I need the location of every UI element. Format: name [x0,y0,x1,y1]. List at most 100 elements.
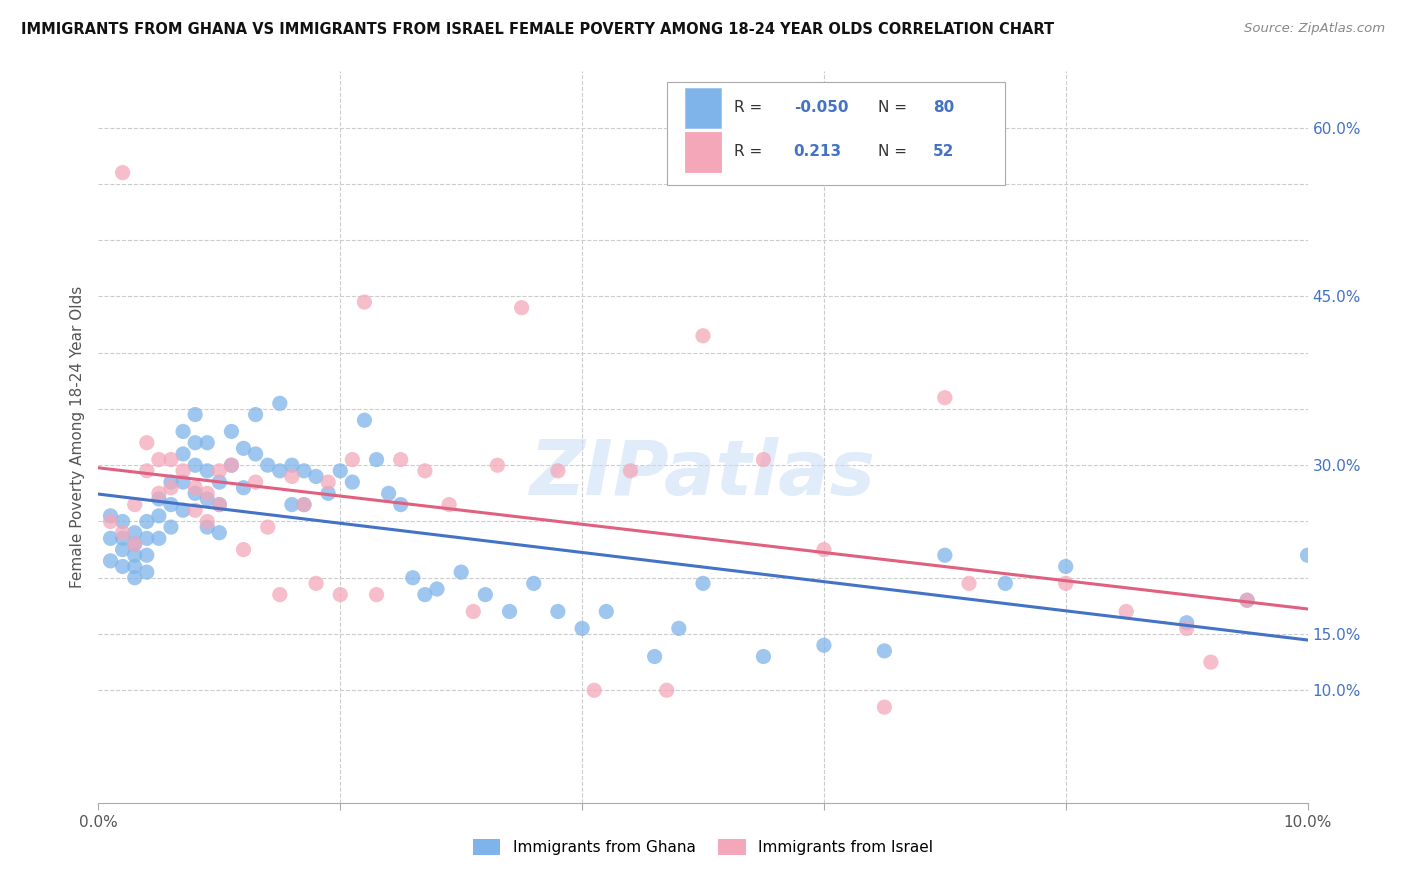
Point [135,464,157,478]
Point [172,475,194,489]
Point [957,576,980,591]
Point [135,532,157,546]
Point [1175,621,1198,635]
Point [873,700,896,714]
Point [184,503,207,517]
Point [486,458,509,473]
Point [208,498,231,512]
Point [111,166,134,180]
Point [547,605,569,619]
Point [329,588,352,602]
Text: 52: 52 [932,145,955,160]
Point [160,481,183,495]
Point [269,464,291,478]
Point [160,475,183,489]
Point [1236,593,1258,607]
FancyBboxPatch shape [685,132,721,172]
Point [172,447,194,461]
Point [111,515,134,529]
Point [474,588,496,602]
Text: 0.213: 0.213 [793,145,842,160]
Point [752,452,775,467]
Point [583,683,606,698]
Text: ZIPatlas: ZIPatlas [530,437,876,510]
Point [655,683,678,698]
Point [316,475,339,489]
Point [377,486,399,500]
Point [184,486,207,500]
Point [148,486,170,500]
Point [353,295,375,310]
Point [523,576,546,591]
Point [752,649,775,664]
Point [124,498,146,512]
Point [426,582,449,596]
Text: 80: 80 [932,101,955,115]
Point [366,588,388,602]
Point [111,532,134,546]
Point [221,425,243,439]
Point [135,515,157,529]
Point [111,525,134,540]
Point [342,452,364,467]
Point [668,621,690,635]
Point [208,498,231,512]
Text: N =: N = [879,101,912,115]
Point [450,565,472,579]
Point [148,532,170,546]
Point [232,442,254,456]
Point [281,469,304,483]
Point [498,605,520,619]
Point [148,491,170,506]
Point [172,425,194,439]
Point [124,525,146,540]
FancyBboxPatch shape [666,82,1005,185]
Point [245,475,267,489]
Point [221,458,243,473]
Point [124,559,146,574]
Point [195,491,218,506]
Point [692,576,714,591]
Point [571,621,593,635]
Point [873,644,896,658]
Point [160,498,183,512]
Point [148,452,170,467]
Point [232,542,254,557]
Point [813,638,835,652]
Point [245,447,267,461]
Point [184,458,207,473]
Point [463,605,485,619]
Point [124,548,146,562]
Text: R =: R = [734,145,768,160]
Point [160,452,183,467]
Point [692,328,714,343]
Text: IMMIGRANTS FROM GHANA VS IMMIGRANTS FROM ISRAEL FEMALE POVERTY AMONG 18-24 YEAR : IMMIGRANTS FROM GHANA VS IMMIGRANTS FROM… [21,22,1054,37]
Point [1054,576,1077,591]
Point [934,391,956,405]
Point [547,464,569,478]
Point [195,520,218,534]
Point [281,458,304,473]
Point [644,649,666,664]
Point [292,498,315,512]
Point [269,588,291,602]
Point [232,481,254,495]
Point [1199,655,1222,669]
Text: N =: N = [879,145,912,160]
Point [269,396,291,410]
Point [135,548,157,562]
Point [305,576,328,591]
Point [413,588,436,602]
Point [366,452,388,467]
Point [329,464,352,478]
Point [195,435,218,450]
Point [148,508,170,523]
Point [342,475,364,489]
Point [934,548,956,562]
Point [135,435,157,450]
Point [172,503,194,517]
Point [1054,559,1077,574]
Point [389,498,412,512]
Point [281,498,304,512]
Point [124,537,146,551]
